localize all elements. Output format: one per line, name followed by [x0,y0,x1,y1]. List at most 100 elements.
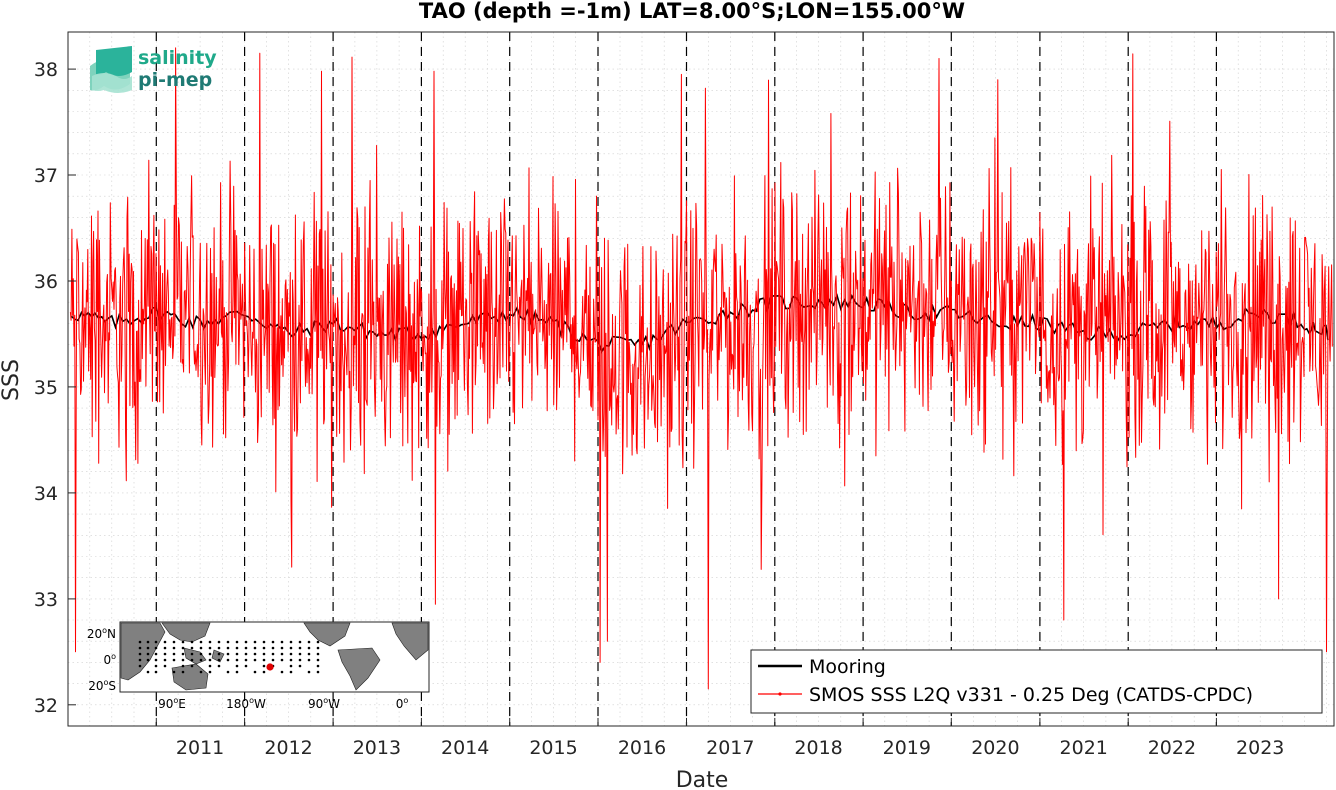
inset-map-mooring-dot [199,646,203,650]
inset-map-mooring-dot [163,640,167,644]
x-tick-label: 2014 [441,737,489,759]
inset-map-mooring-dot [172,640,176,644]
inset-map-mooring-dot [316,640,320,644]
inset-map-mooring-dot [244,658,248,662]
inset-lon-label-180w: 180oW [226,696,266,711]
inset-map-selected-mooring [266,663,274,671]
inset-map-mooring-dot [154,658,158,662]
inset-map-mooring-dot [235,652,239,656]
inset-map-mooring-dot [316,658,320,662]
inset-lat-label-0: 0o [103,652,116,667]
inset-map-mooring-dot [235,646,239,650]
inset-map-mooring-dot [199,640,203,644]
inset-map-mooring-dot [262,658,266,662]
x-tick-label: 2012 [264,737,312,759]
inset-map-mooring-dot [262,664,266,668]
inset-map-mooring-dot [280,652,284,656]
inset-map-mooring-dot [138,646,142,650]
inset-map-mooring-dot [199,652,203,656]
inset-map-mooring-dot [226,670,230,674]
inset-map-mooring-dot [262,670,266,674]
inset-map-mooring-dot [271,640,275,644]
inset-map-frame [119,621,430,693]
inset-map-mooring-dot [146,646,150,650]
legend-smos-label: SMOS SSS L2Q v331 - 0.25 Deg (CATDS-CPDC… [809,684,1253,706]
inset-map-mooring-dot [217,658,221,662]
inset-map-mooring-dot [208,652,212,656]
inset-map-mooring-dot [289,652,293,656]
inset-map-mooring-dot [154,646,158,650]
y-tick-label: 35 [34,377,58,399]
inset-map-mooring-dot [199,658,203,662]
logo-text-pimep: pi-mep [138,69,212,91]
inset-map-mooring-dot [146,670,150,674]
inset-map-mooring-dot [138,658,142,662]
inset-map-mooring-dot [181,646,185,650]
inset-map-mooring-dot [181,670,185,674]
salinity-pimep-logo: salinity pi-mep [90,46,217,93]
inset-map-mooring-dot [190,664,194,668]
y-tick-label: 37 [34,165,58,187]
inset-map-mooring-dot [298,640,302,644]
inset-map-mooring-dot [307,652,311,656]
plot-area-frame [67,31,1335,727]
legend: Mooring SMOS SSS L2Q v331 - 0.25 Deg (CA… [750,649,1323,714]
inset-map-mooring-dot [289,664,293,668]
legend-box [750,649,1323,714]
inset-map-mooring-dot [271,646,275,650]
inset-map-mooring-dot [208,640,212,644]
inset-map-mooring-dot [154,652,158,656]
y-tick-label: 38 [34,59,58,81]
inset-map-mooring-dot [235,658,239,662]
inset-map-mooring-dot [163,652,167,656]
inset-map-mooring-dot [138,652,142,656]
inset-map-mooring-dot [181,658,185,662]
inset-map-mooring-dot [316,646,320,650]
inset-map-mooring-dot [190,652,194,656]
x-tick-label: 2022 [1148,737,1196,759]
inset-map-mooring-dot [253,670,257,674]
inset-map-mooring-dot [217,652,221,656]
x-tick-label: 2016 [618,737,666,759]
axis-ticks: 2011 2012 2013 2014 2015 2016 2017 2018 2019 2020… [34,59,1285,759]
inset-map-mooring-dot [253,646,257,650]
inset-map-mooring-dot [316,652,320,656]
inset-map-mooring-dot [226,640,230,644]
inset-map-mooring-dot [208,664,212,668]
inset-map-mooring-dot [289,670,293,674]
inset-map-land [120,622,429,691]
inset-map-mooring-dot [172,652,176,656]
x-tick-label: 2018 [794,737,842,759]
inset-map-mooring-dot [298,652,302,656]
inset-map-mooring-dot [298,658,302,662]
inset-map-mooring-dot [154,670,158,674]
inset-map-mooring-dot [289,640,293,644]
inset-map-mooring-dot [181,664,185,668]
inset-map-mooring-dot [172,670,176,674]
x-tick-label: 2021 [1060,737,1108,759]
inset-map-mooring-dot [307,646,311,650]
inset-map-mooring-dot [253,658,257,662]
inset-map-mooring-dot [244,646,248,650]
series-lines [69,47,1333,690]
inset-map-lat-labels: 20oN 0o 20oS [87,626,116,693]
inset-map-mooring-dot [217,646,221,650]
inset-lon-label-90e: 90oE [158,696,186,711]
x-tick-label: 2020 [971,737,1019,759]
inset-map-mooring-dot [154,640,158,644]
inset-map-mooring-dot [253,652,257,656]
y-tick-label: 34 [34,483,58,505]
legend-smos-marker [778,692,782,696]
inset-map-mooring-dot [298,664,302,668]
inset-map-mooring-dot [244,640,248,644]
inset-map-mooring-dot [217,664,221,668]
inset-map-mooring-dot [289,658,293,662]
inset-map-mooring-dot [280,640,284,644]
y-axis-label: SSS [0,359,24,401]
inset-map-mooring-dot [226,646,230,650]
legend-mooring-label: Mooring [809,656,886,678]
inset-map-mooring-dot [146,658,150,662]
inset-map-mooring-dot [271,658,275,662]
inset-lon-label-90w: 90oW [308,696,340,711]
